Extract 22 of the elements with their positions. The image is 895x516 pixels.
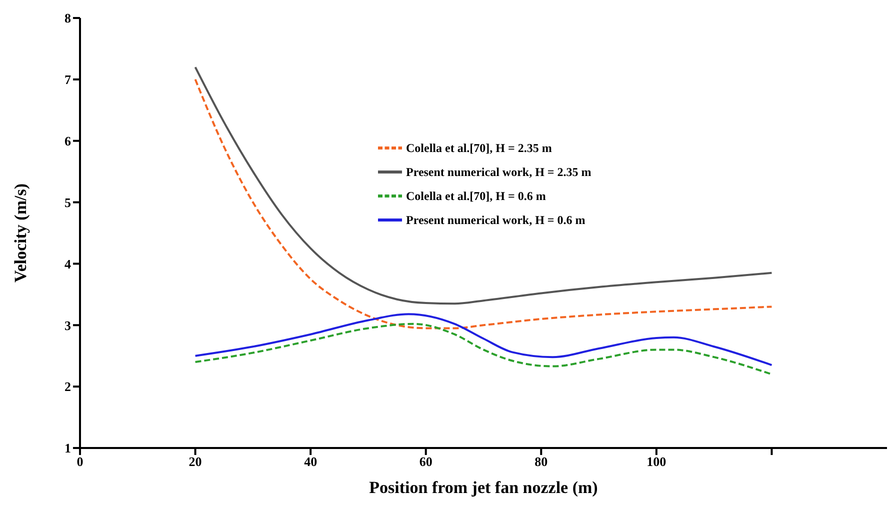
legend-label: Colella et al.[70], H = 0.6 m <box>406 188 546 203</box>
x-tick-label: 20 <box>188 454 202 470</box>
y-axis-title: Velocity (m/s) <box>11 184 30 282</box>
y-tick-label: 3 <box>64 318 72 333</box>
x-tick-label: 40 <box>304 454 318 470</box>
x-tick-label: 0 <box>76 454 84 470</box>
x-tick-label: 80 <box>534 454 548 470</box>
legend-label: Colella et al.[70], H = 2.35 m <box>406 140 552 155</box>
line-series <box>194 322 773 376</box>
y-tick-label: 5 <box>64 194 72 210</box>
x-tick-label: 60 <box>419 454 432 470</box>
y-tick-label: 6 <box>64 133 72 148</box>
legend-label: Present numerical work, H = 0.6 m <box>406 212 586 227</box>
y-tick-label: 2 <box>64 379 71 394</box>
y-tick-label: 1 <box>64 440 71 456</box>
line-series <box>194 313 773 366</box>
legend-label: Present numerical work, H = 2.35 m <box>406 164 592 179</box>
y-tick-label: 4 <box>64 256 72 272</box>
x-axis-title: Position from jet fan nozzle (m) <box>369 478 598 497</box>
y-tick-label: 7 <box>64 72 72 88</box>
x-tick-label: 100 <box>646 454 666 470</box>
y-tick-label: 8 <box>64 10 72 26</box>
